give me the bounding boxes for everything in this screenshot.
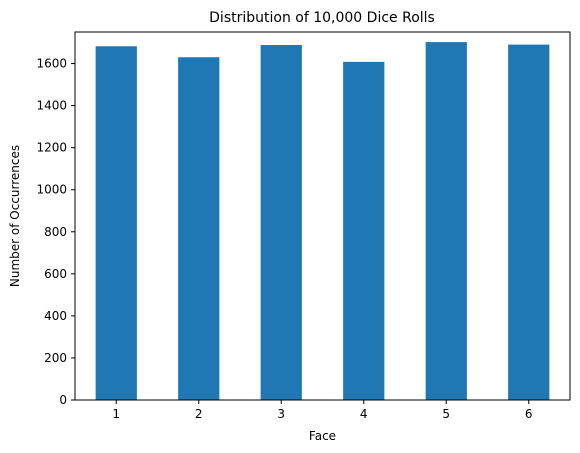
bar-face-4 (343, 61, 385, 401)
plot-frame (74, 31, 571, 401)
x-ticks-group: 1 2 3 4 5 6 (112, 400, 533, 421)
y-tick-label: 600 (44, 267, 67, 281)
y-tick-label: 1600 (36, 57, 67, 71)
x-tick-label: 5 (442, 407, 450, 421)
bar-face-6 (508, 44, 550, 401)
bar-face-1 (95, 46, 137, 400)
y-tick-label: 0 (59, 393, 67, 407)
x-tick-label: 2 (195, 407, 203, 421)
x-axis-label: Face (309, 429, 336, 443)
x-tick-label: 1 (112, 407, 120, 421)
x-tick-label: 6 (525, 407, 533, 421)
y-tick-label: 1400 (36, 99, 67, 113)
x-tick-label: 3 (277, 407, 285, 421)
bars-group (95, 42, 550, 401)
chart-title: Distribution of 10,000 Dice Rolls (209, 10, 435, 26)
x-tick-label: 4 (360, 407, 368, 421)
y-tick-label: 1200 (36, 141, 67, 155)
bar-face-5 (425, 42, 467, 400)
y-ticks-group: 0 200 400 600 800 1000 1200 1400 1600 (36, 57, 75, 407)
bar-face-3 (260, 45, 302, 400)
y-tick-label: 400 (44, 309, 67, 323)
bar-face-2 (178, 57, 220, 401)
y-tick-label: 200 (44, 351, 67, 365)
y-tick-label: 1000 (36, 183, 67, 197)
y-axis-label: Number of Occurrences (8, 145, 22, 287)
y-tick-label: 800 (44, 225, 67, 239)
